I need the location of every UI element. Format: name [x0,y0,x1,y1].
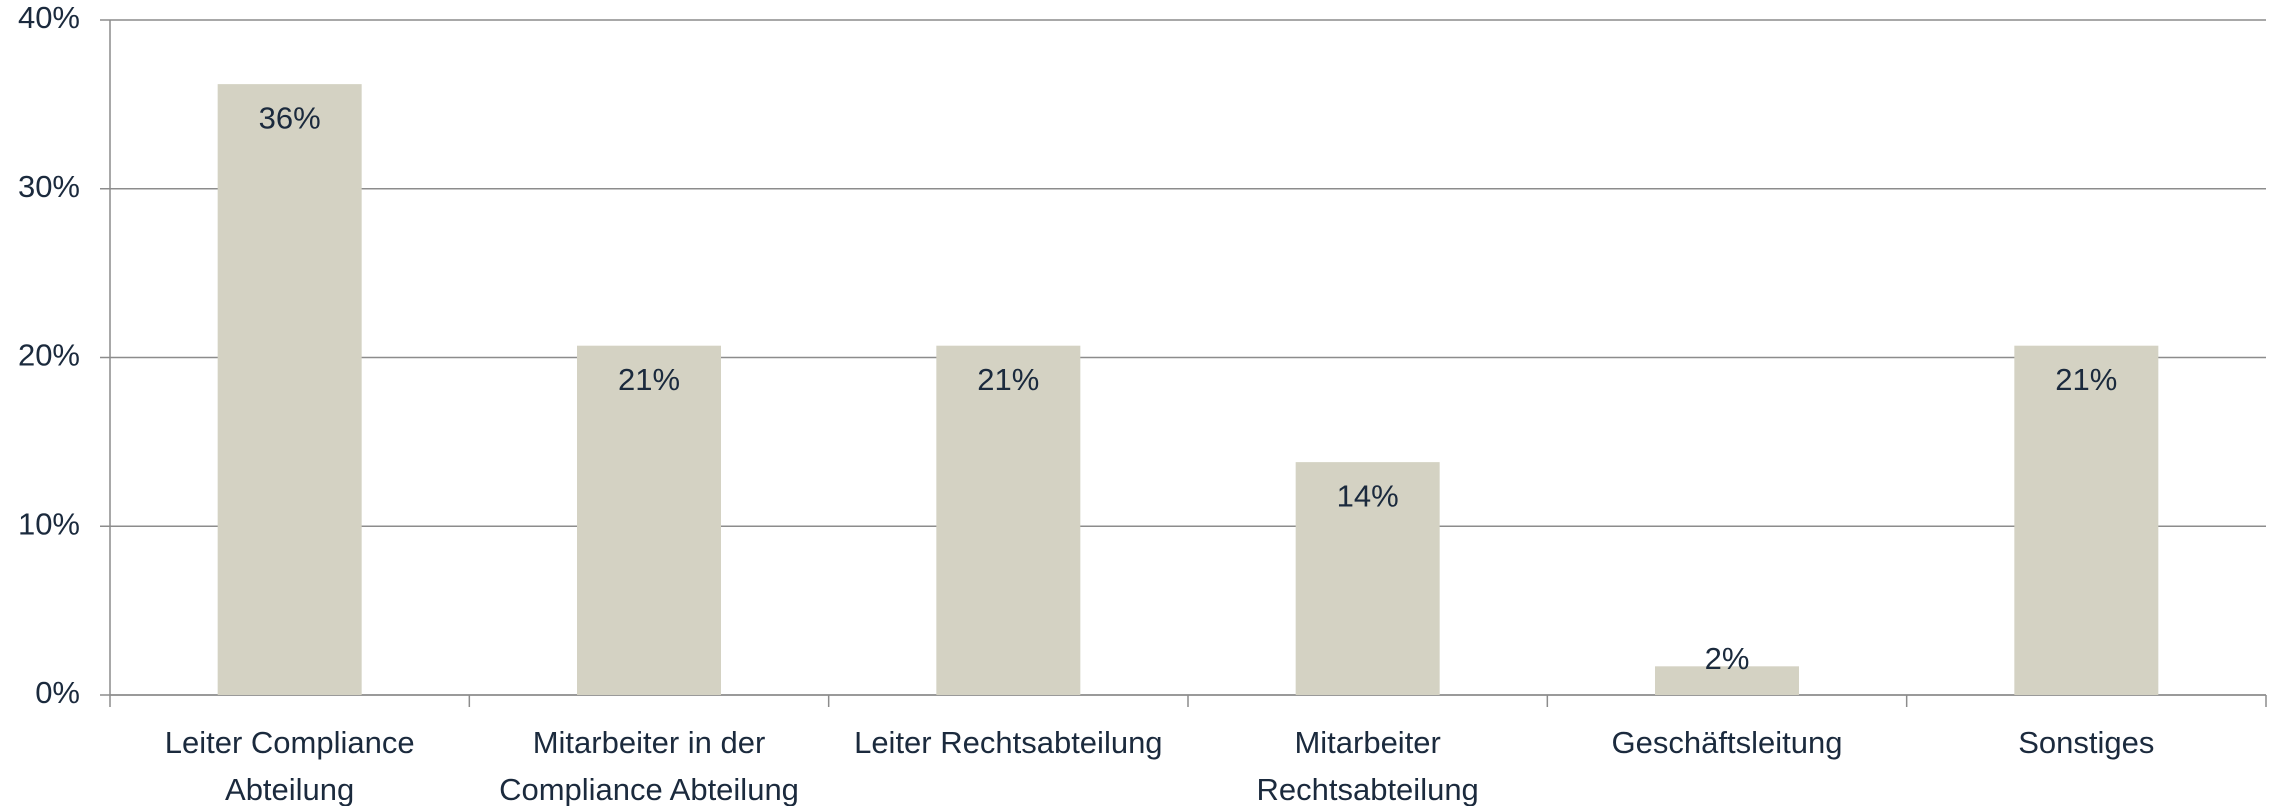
y-tick-label: 0% [35,675,80,710]
y-tick-label: 30% [18,169,80,204]
bar [936,345,1081,695]
value-label: 21% [977,362,1039,397]
bar [1295,462,1440,695]
value-label: 36% [259,100,321,135]
bar [577,345,721,695]
value-label: 14% [1337,478,1399,513]
x-tick-label: Geschäftsleitung [1611,725,1843,760]
x-tick-label: Mitarbeiter in der Compliance Abteilung [499,725,799,806]
bar [2014,345,2159,695]
y-tick-label: 40% [18,0,80,35]
y-tick-label: 10% [18,506,80,541]
bar [1655,666,1799,695]
value-label: 2% [1705,641,1750,676]
x-tick-label: Mitarbeiter Rechtsabteilung [1256,725,1479,806]
x-tick-label: Leiter Compliance Abteilung [164,725,415,806]
value-label: 21% [2055,362,2117,397]
value-label: 21% [618,362,680,397]
x-tick-label: Sonstiges [2018,725,2155,760]
bar [217,84,362,695]
y-tick-label: 20% [18,338,80,373]
x-tick-label: Leiter Rechtsabteilung [854,725,1163,760]
